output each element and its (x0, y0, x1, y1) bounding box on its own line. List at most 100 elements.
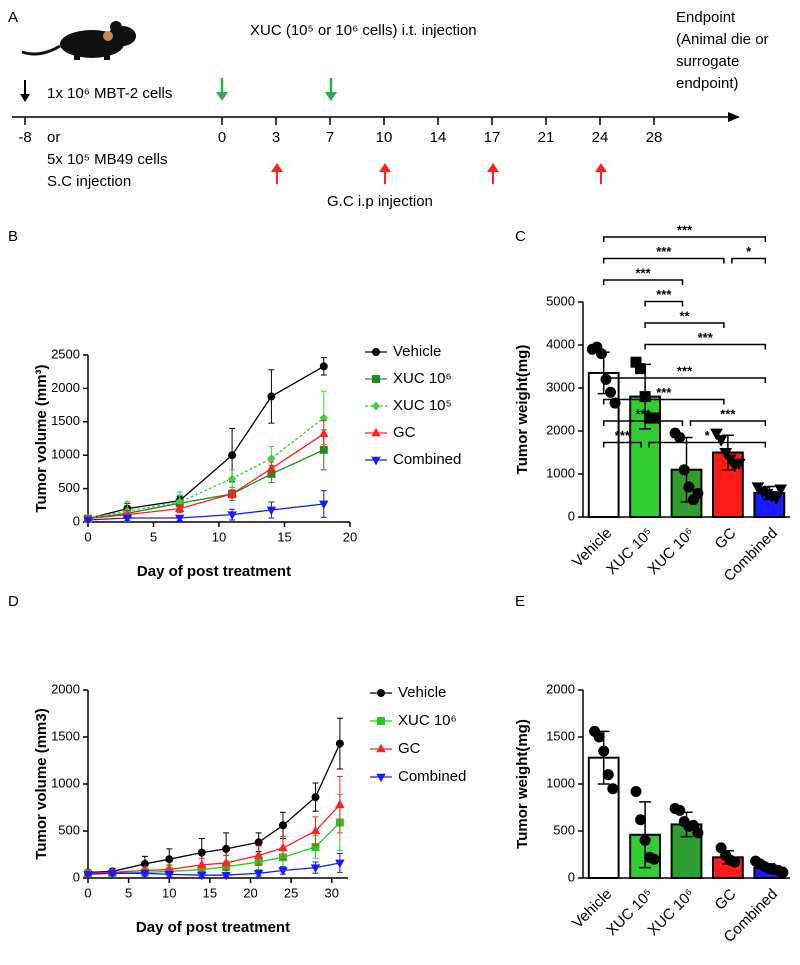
x-tick-label: 20 (243, 885, 257, 900)
y-tick-label: 1000 (51, 447, 80, 462)
marker (278, 842, 288, 852)
x-axis-label: Day of post treatment (136, 919, 290, 936)
arrows (20, 78, 607, 184)
marker (678, 464, 690, 476)
significance-label: *** (698, 330, 714, 345)
significance-label: *** (677, 222, 693, 237)
marker (83, 516, 93, 526)
x-tick-label: 0 (84, 885, 91, 900)
marker (602, 769, 614, 781)
marker (635, 363, 647, 375)
marker (319, 500, 329, 510)
significance-bracket (602, 398, 725, 405)
significance-label: *** (656, 244, 672, 259)
marker (222, 844, 231, 853)
marker (197, 848, 206, 857)
significance-bracket (689, 420, 767, 426)
marker (598, 745, 610, 757)
panel-label: C (515, 228, 526, 245)
series-line (87, 365, 325, 520)
marker (311, 793, 320, 802)
marker (600, 373, 612, 385)
x-tick-label: 15 (203, 885, 217, 900)
significance-label: * (746, 244, 752, 259)
significance-label: *** (615, 428, 631, 443)
marker (175, 503, 185, 512)
marker (607, 783, 619, 795)
marker (197, 859, 207, 869)
y-tick-label: 3000 (546, 379, 575, 394)
x-tick-label: 15 (277, 529, 291, 544)
inoculation-text: 1x 10⁶ MBT-2 cells (47, 85, 172, 102)
endpoint-text: surrogate (676, 53, 739, 70)
marker (719, 448, 732, 460)
timeline-day: 17 (484, 129, 501, 146)
significance-bracket (602, 257, 725, 264)
significance-label: *** (677, 363, 693, 378)
marker (769, 493, 783, 505)
timeline-day: 0 (218, 129, 226, 146)
marker (593, 731, 605, 743)
y-tick-label: 0 (568, 869, 575, 884)
marker (710, 428, 723, 441)
timeline-day: 7 (326, 129, 334, 146)
series-line (87, 503, 324, 521)
timeline-day: 28 (646, 129, 663, 146)
y-tick-label: 1000 (546, 775, 575, 790)
marker (310, 864, 321, 873)
marker (648, 412, 660, 424)
marker (648, 853, 660, 865)
marker (372, 375, 380, 383)
marker (122, 514, 132, 524)
panel-label: D (8, 593, 19, 610)
timeline-arrowhead (728, 112, 740, 122)
marker (674, 804, 686, 816)
significance-label: *** (656, 385, 672, 400)
significance-bracket (602, 441, 642, 448)
marker (140, 870, 150, 879)
marker (371, 427, 381, 437)
legend-label: GC (393, 424, 416, 441)
marker (266, 506, 277, 516)
marker (227, 488, 237, 498)
legend-label: XUC 10⁶ (398, 712, 457, 729)
endpoint-text: endpoint) (676, 75, 739, 92)
marker (253, 870, 264, 879)
y-tick-label: 0 (568, 508, 575, 523)
marker (319, 428, 329, 438)
marker (267, 454, 276, 463)
marker (266, 463, 277, 472)
endpoint-text: Endpoint (676, 9, 736, 26)
marker (253, 850, 264, 859)
significance-bracket (602, 377, 767, 383)
inoculation-text: S.C injection (47, 173, 131, 190)
x-tick-label: 30 (325, 885, 339, 900)
x-axis-label: Day of post treatment (137, 563, 291, 580)
marker (227, 511, 237, 520)
y-tick-label: 2000 (546, 422, 575, 437)
marker (254, 838, 263, 847)
marker (774, 484, 788, 497)
significance-label: * (705, 428, 711, 443)
x-tick-label: GC (712, 524, 740, 552)
series-line (87, 743, 341, 874)
marker (371, 401, 381, 411)
timeline-day: -8 (18, 129, 31, 146)
marker (165, 855, 174, 864)
marker (377, 689, 385, 697)
x-tick-label: 20 (343, 529, 357, 544)
x-tick-label: 0 (84, 529, 91, 544)
significance-label: *** (636, 406, 652, 421)
legend-label: GC (398, 740, 421, 757)
marker (639, 834, 651, 846)
significance-label: *** (720, 406, 736, 421)
gc-text: G.C i.p injection (327, 193, 433, 210)
y-tick-label: 0 (73, 869, 80, 884)
y-tick-label: 4000 (546, 336, 575, 351)
y-tick-label: 2000 (51, 681, 80, 696)
marker (372, 348, 380, 356)
series-line (87, 862, 340, 876)
marker (777, 866, 789, 878)
marker (683, 481, 695, 493)
